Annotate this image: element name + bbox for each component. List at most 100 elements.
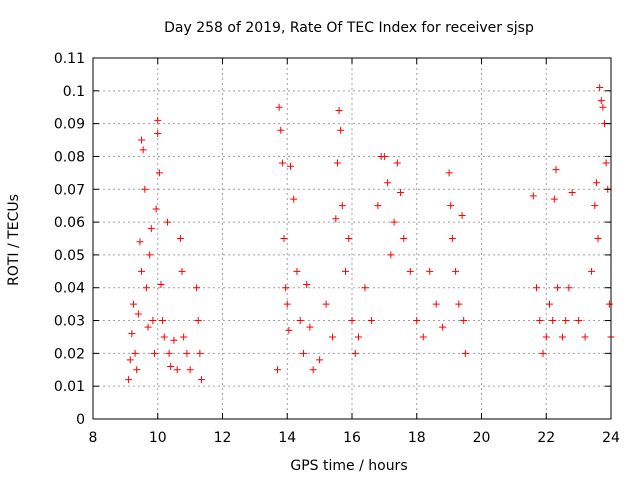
y-tick-label: 0.07	[54, 182, 85, 198]
y-tick-label: 0.11	[54, 51, 85, 67]
data-point	[390, 218, 398, 226]
x-tick-label: 8	[89, 430, 98, 446]
data-point	[592, 179, 600, 187]
data-point	[197, 376, 205, 384]
plot-area-border	[92, 57, 612, 420]
data-point	[333, 159, 341, 167]
data-point	[550, 195, 558, 203]
data-point	[146, 251, 154, 259]
data-point	[426, 267, 434, 275]
data-point	[361, 284, 369, 292]
data-point	[196, 349, 204, 357]
data-point	[605, 300, 613, 308]
data-points	[125, 84, 615, 384]
data-point	[322, 300, 330, 308]
y-tick-label: 0	[76, 412, 85, 428]
x-tick-label: 18	[408, 430, 426, 446]
data-point	[602, 159, 610, 167]
data-point	[134, 310, 142, 318]
data-point	[380, 152, 388, 160]
data-point	[183, 349, 191, 357]
data-point	[274, 366, 282, 374]
data-point	[448, 235, 456, 242]
data-point	[439, 323, 447, 331]
data-point	[293, 267, 301, 275]
data-point	[147, 225, 155, 233]
data-point	[278, 159, 286, 167]
y-tick-label: 0.04	[54, 281, 85, 297]
data-point	[280, 235, 288, 242]
data-point	[186, 366, 194, 374]
data-point	[461, 349, 469, 357]
data-point	[141, 185, 149, 193]
data-point	[597, 97, 605, 105]
data-point	[159, 317, 167, 325]
data-point	[165, 349, 173, 357]
data-point	[529, 192, 537, 200]
data-point	[337, 126, 345, 134]
data-point	[452, 267, 460, 275]
data-point	[588, 267, 596, 275]
x-tick-label: 14	[278, 430, 296, 446]
x-tick-label: 16	[343, 430, 361, 446]
y-tick-label: 0.05	[54, 248, 85, 264]
x-tick-label: 12	[214, 430, 232, 446]
x-axis-ticks: 8 10 12 14 16 18 20 22 24	[89, 58, 620, 446]
data-point	[160, 333, 168, 341]
data-point	[283, 300, 291, 308]
data-point	[558, 333, 566, 341]
data-point	[157, 280, 165, 288]
data-point	[309, 366, 317, 374]
data-point	[275, 103, 283, 111]
data-point	[155, 169, 163, 177]
data-point	[413, 317, 421, 325]
x-axis-label: GPS time / hours	[290, 458, 407, 474]
data-point	[282, 284, 290, 292]
y-tick-label: 0.02	[54, 346, 85, 362]
data-point	[151, 349, 159, 357]
data-point	[296, 317, 304, 325]
data-point	[351, 349, 359, 357]
data-point	[406, 267, 414, 275]
data-point	[303, 280, 311, 288]
data-point	[299, 349, 307, 357]
data-point	[286, 162, 294, 170]
data-point	[178, 267, 186, 275]
data-point	[354, 333, 362, 341]
data-point	[138, 136, 146, 144]
data-point	[152, 205, 160, 213]
data-point	[552, 166, 560, 174]
y-tick-label: 0.03	[54, 314, 85, 330]
x-tick-label: 10	[149, 430, 167, 446]
y-tick-label: 0.01	[54, 379, 85, 395]
data-point	[138, 267, 146, 275]
data-point	[149, 317, 157, 325]
data-point	[329, 333, 337, 341]
data-point	[545, 300, 553, 308]
data-point	[554, 284, 562, 292]
data-point	[139, 146, 147, 154]
grid-lines	[93, 58, 611, 419]
data-point	[393, 159, 401, 167]
data-point	[133, 366, 141, 374]
data-point	[193, 284, 201, 292]
data-point	[533, 284, 541, 292]
data-point	[316, 356, 324, 364]
data-point	[542, 333, 550, 341]
data-point	[367, 317, 375, 325]
data-point	[387, 251, 395, 259]
data-point	[562, 317, 570, 325]
data-point	[180, 333, 188, 341]
data-point	[154, 129, 162, 137]
data-point	[335, 107, 343, 115]
x-tick-label: 24	[602, 430, 620, 446]
data-point	[591, 202, 599, 210]
y-tick-label: 0.06	[54, 215, 85, 231]
data-point	[194, 317, 202, 325]
data-point	[338, 202, 346, 210]
y-tick-label: 0.1	[63, 84, 85, 100]
data-point	[173, 366, 181, 374]
data-point	[539, 349, 547, 357]
data-point	[596, 84, 604, 92]
